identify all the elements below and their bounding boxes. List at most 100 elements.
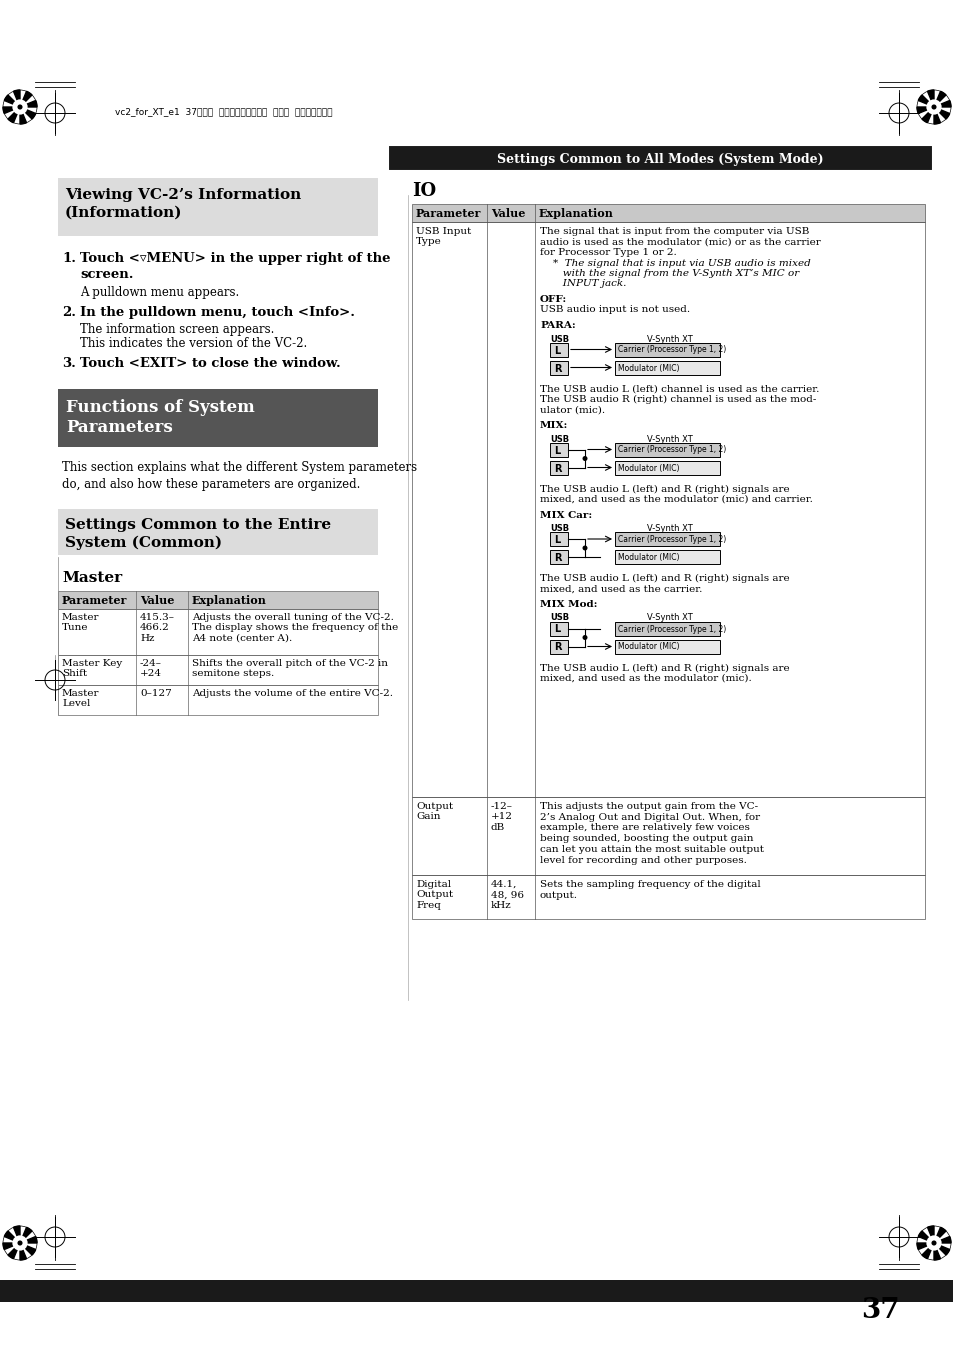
Text: Modulator (MIC): Modulator (MIC) (618, 463, 679, 473)
Text: Carrier (Processor Type 1, 2): Carrier (Processor Type 1, 2) (618, 535, 725, 544)
Bar (0, 1279, 953, 1302)
Text: USB: USB (550, 435, 569, 443)
Polygon shape (20, 107, 35, 119)
Text: with the signal from the V-Synth XT’s MIC or: with the signal from the V-Synth XT’s MI… (539, 269, 799, 278)
Polygon shape (20, 1227, 32, 1243)
Text: Functions of System: Functions of System (66, 399, 254, 416)
Polygon shape (916, 1243, 933, 1250)
Text: INPUT jack.: INPUT jack. (539, 280, 626, 289)
Text: Touch <EXIT> to close the window.: Touch <EXIT> to close the window. (80, 357, 340, 370)
Text: Carrier (Processor Type 1, 2): Carrier (Processor Type 1, 2) (618, 346, 725, 354)
Text: Sets the sampling frequency of the digital
output.: Sets the sampling frequency of the digit… (539, 880, 760, 900)
Polygon shape (8, 107, 20, 123)
Text: USB audio input is not used.: USB audio input is not used. (539, 305, 689, 315)
Text: The information screen appears.: The information screen appears. (80, 323, 274, 336)
Text: Master
Tune: Master Tune (62, 613, 99, 632)
Bar (58, 590, 377, 609)
Text: System (Common): System (Common) (65, 536, 222, 550)
Circle shape (17, 1240, 23, 1246)
Text: mixed, and used as the modulator (mic) and carrier.: mixed, and used as the modulator (mic) a… (539, 494, 812, 504)
Polygon shape (933, 1243, 948, 1255)
Polygon shape (13, 91, 20, 107)
Polygon shape (20, 100, 37, 107)
Text: Settings Common to the Entire: Settings Common to the Entire (65, 517, 331, 532)
Text: 44.1,
48, 96
kHz: 44.1, 48, 96 kHz (491, 880, 523, 909)
Circle shape (582, 457, 587, 461)
Text: L: L (554, 346, 559, 355)
Polygon shape (916, 107, 933, 113)
Text: V-Synth XT: V-Synth XT (646, 524, 692, 534)
Bar (58, 178, 377, 236)
Circle shape (582, 635, 587, 640)
Text: L: L (554, 535, 559, 544)
Polygon shape (933, 107, 940, 124)
Bar (58, 509, 377, 555)
Text: USB: USB (550, 524, 569, 534)
Polygon shape (918, 1231, 933, 1243)
Text: The USB audio R (right) channel is used as the mod-: The USB audio R (right) channel is used … (539, 394, 816, 404)
Polygon shape (933, 92, 945, 107)
Text: L: L (554, 446, 559, 455)
Text: Carrier (Processor Type 1, 2): Carrier (Processor Type 1, 2) (618, 624, 725, 634)
Bar (58, 685, 377, 715)
Text: This section explains what the different System parameters
do, and also how thes: This section explains what the different… (62, 461, 416, 490)
Text: This indicates the version of the VC-2.: This indicates the version of the VC-2. (80, 336, 307, 350)
Bar (550, 639, 567, 654)
Polygon shape (20, 92, 32, 107)
Bar (550, 361, 567, 374)
Polygon shape (3, 107, 20, 113)
Text: Explanation: Explanation (538, 208, 613, 219)
Text: MIX Car:: MIX Car: (539, 511, 592, 520)
Text: Parameter: Parameter (416, 208, 481, 219)
Bar (58, 389, 377, 447)
Circle shape (17, 104, 23, 109)
Polygon shape (20, 1243, 35, 1255)
Text: Master Key
Shift: Master Key Shift (62, 659, 122, 678)
Circle shape (930, 1240, 936, 1246)
Text: V-Synth XT: V-Synth XT (646, 613, 692, 623)
Bar (58, 609, 377, 655)
Bar (615, 621, 720, 635)
Text: 2.: 2. (62, 305, 76, 319)
Text: In the pulldown menu, touch <Info>.: In the pulldown menu, touch <Info>. (80, 305, 355, 319)
Text: Modulator (MIC): Modulator (MIC) (618, 643, 679, 651)
Text: for Processor Type 1 or 2.: for Processor Type 1 or 2. (539, 249, 676, 257)
Bar (412, 204, 924, 222)
Text: The USB audio L (left) and R (right) signals are: The USB audio L (left) and R (right) sig… (539, 485, 789, 493)
Text: Carrier (Processor Type 1, 2): Carrier (Processor Type 1, 2) (618, 446, 725, 454)
Polygon shape (3, 1243, 20, 1250)
Text: Master
Level: Master Level (62, 689, 99, 708)
Polygon shape (13, 1225, 20, 1243)
Polygon shape (933, 1227, 945, 1243)
Text: Parameters: Parameters (66, 419, 172, 436)
Bar (58, 655, 377, 685)
Text: Parameter: Parameter (62, 594, 128, 607)
Text: R: R (554, 643, 561, 653)
Text: Value: Value (140, 594, 174, 607)
Bar (550, 532, 567, 546)
Text: Explanation: Explanation (192, 594, 267, 607)
Text: Adjusts the overall tuning of the VC-2.
The display shows the frequency of the
A: Adjusts the overall tuning of the VC-2. … (192, 613, 397, 643)
Text: -12–
+12
dB: -12– +12 dB (491, 802, 513, 832)
Bar (550, 461, 567, 474)
Polygon shape (926, 91, 933, 107)
Text: -24–
+24: -24– +24 (140, 659, 162, 678)
Bar (615, 532, 720, 546)
Text: PARA:: PARA: (539, 322, 576, 330)
Text: IO: IO (412, 182, 436, 200)
Polygon shape (933, 100, 950, 107)
Text: Touch <▿MENU> in the upper right of the
screen.: Touch <▿MENU> in the upper right of the … (80, 253, 390, 281)
Text: Modulator (MIC): Modulator (MIC) (618, 363, 679, 373)
Polygon shape (5, 95, 20, 107)
Bar (550, 443, 567, 457)
Text: Output
Gain: Output Gain (416, 802, 453, 821)
Text: *  The signal that is input via USB audio is mixed: * The signal that is input via USB audio… (539, 258, 810, 267)
Text: Adjusts the volume of the entire VC-2.: Adjusts the volume of the entire VC-2. (192, 689, 393, 698)
Text: This adjusts the output gain from the VC-
2’s Analog Out and Digital Out. When, : This adjusts the output gain from the VC… (539, 802, 763, 865)
Text: The USB audio L (left) and R (right) signals are: The USB audio L (left) and R (right) sig… (539, 574, 789, 584)
Text: USB Input
Type: USB Input Type (416, 227, 471, 246)
Circle shape (12, 100, 28, 115)
Polygon shape (933, 107, 948, 119)
Bar (412, 222, 924, 797)
Polygon shape (933, 1243, 940, 1260)
